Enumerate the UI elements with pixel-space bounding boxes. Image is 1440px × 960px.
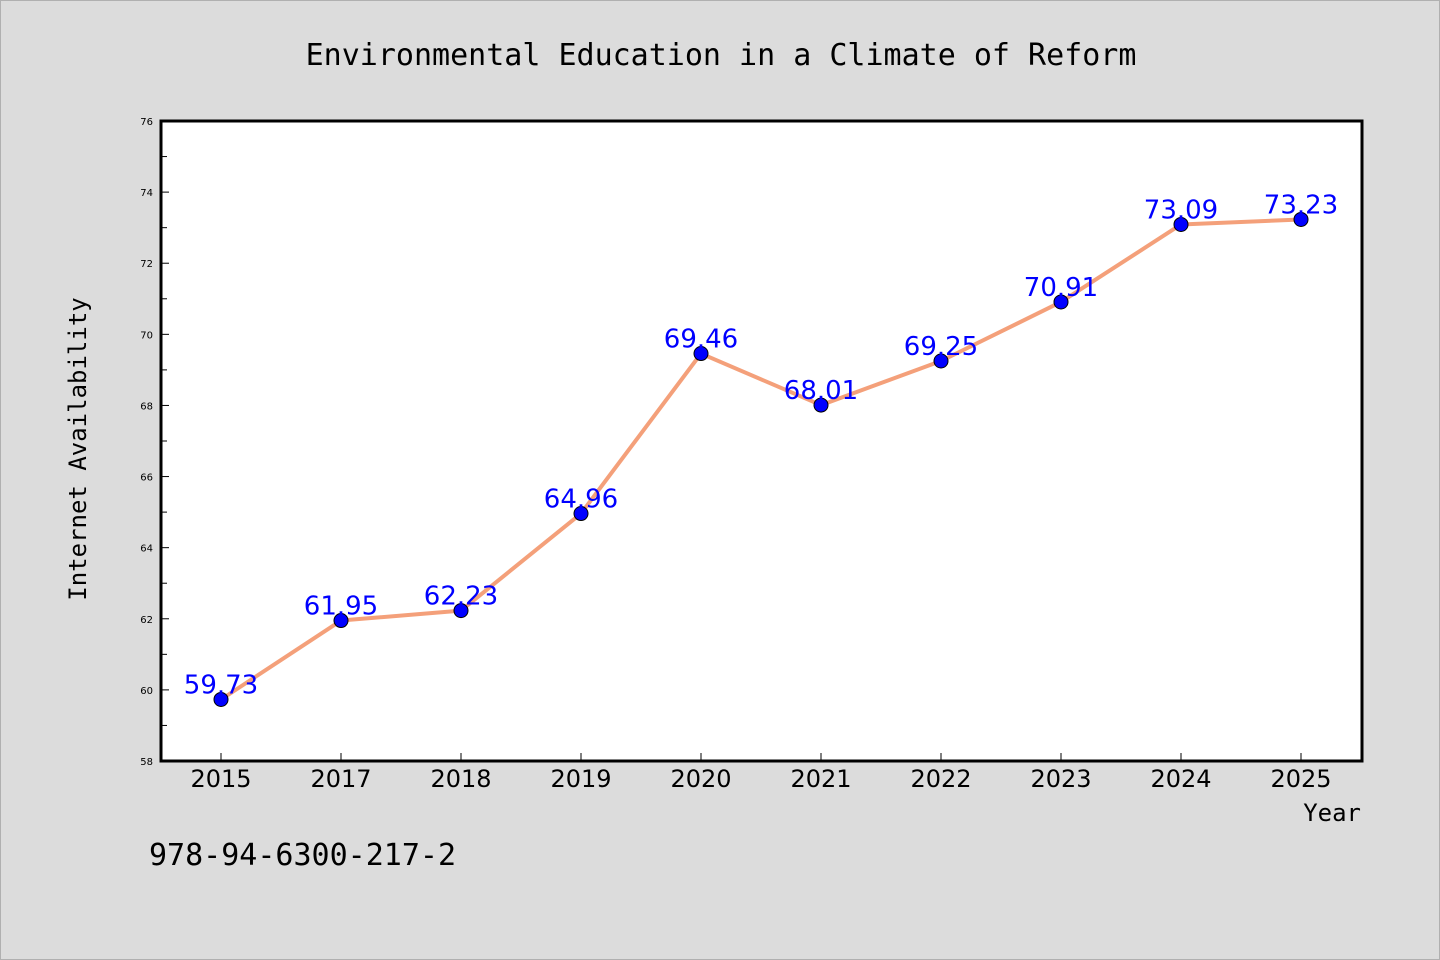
y-tick-label: 68 bbox=[140, 401, 153, 412]
y-tick-label: 70 bbox=[140, 330, 153, 341]
y-tick-label: 62 bbox=[140, 615, 153, 626]
y-tick-label: 64 bbox=[140, 544, 153, 555]
series-line bbox=[219, 217, 1302, 702]
data-point bbox=[1173, 216, 1189, 232]
isbn-annotation: 978-94-6300-217-2 bbox=[149, 838, 456, 873]
y-tick-label: 74 bbox=[140, 188, 153, 199]
x-tick-label: 2024 bbox=[1150, 765, 1211, 793]
data-label: 62.23 bbox=[424, 582, 498, 612]
x-tick-label: 2020 bbox=[670, 765, 731, 793]
data-point bbox=[813, 397, 829, 413]
data-label: 64.96 bbox=[544, 485, 618, 515]
data-point bbox=[573, 506, 589, 522]
data-label: 73.09 bbox=[1144, 195, 1218, 225]
data-label: 61.95 bbox=[304, 592, 378, 622]
data-label: 69.46 bbox=[664, 325, 738, 355]
plot-area bbox=[159, 119, 1364, 763]
x-tick-label: 2022 bbox=[910, 765, 971, 793]
data-point bbox=[333, 613, 349, 629]
y-tick-label: 66 bbox=[140, 473, 153, 484]
x-tick-label: 2021 bbox=[790, 765, 851, 793]
x-axis-label: Year bbox=[1303, 799, 1361, 827]
data-label: 68.01 bbox=[784, 376, 858, 406]
data-point bbox=[1293, 211, 1309, 227]
y-axis-label: Internet Availability bbox=[64, 297, 92, 600]
data-point bbox=[933, 353, 949, 369]
x-tick-label: 2023 bbox=[1030, 765, 1091, 793]
data-series: 59.73 61.95 62.23 64.96 69.46 68.01 69.25 70.91… bbox=[184, 190, 1338, 707]
chart-title: Environmental Education in a Climate of … bbox=[306, 38, 1137, 73]
data-point bbox=[693, 346, 709, 362]
data-point bbox=[213, 691, 229, 707]
y-tick-label: 58 bbox=[140, 757, 153, 768]
data-label: 69.25 bbox=[904, 332, 978, 362]
data-point bbox=[1053, 294, 1069, 310]
x-tick-label: 2019 bbox=[550, 765, 611, 793]
data-label: 73.23 bbox=[1264, 190, 1338, 220]
x-tick-label: 2025 bbox=[1270, 765, 1331, 793]
x-tick-label: 2018 bbox=[430, 765, 491, 793]
x-axis: 2015 2017 2018 2019 2020 2021 2022 2023 2024 2025 bbox=[190, 753, 1332, 793]
y-tick-label: 60 bbox=[140, 686, 153, 697]
data-point bbox=[453, 603, 469, 619]
y-tick-label: 72 bbox=[140, 259, 153, 270]
data-label: 59.73 bbox=[184, 670, 258, 700]
x-tick-label: 2017 bbox=[310, 765, 371, 793]
y-tick-label: 76 bbox=[140, 117, 153, 128]
data-label: 70.91 bbox=[1024, 273, 1098, 303]
x-tick-label: 2015 bbox=[190, 765, 251, 793]
y-axis: 58 60 62 64 66 68 70 72 74 76 bbox=[140, 117, 169, 768]
